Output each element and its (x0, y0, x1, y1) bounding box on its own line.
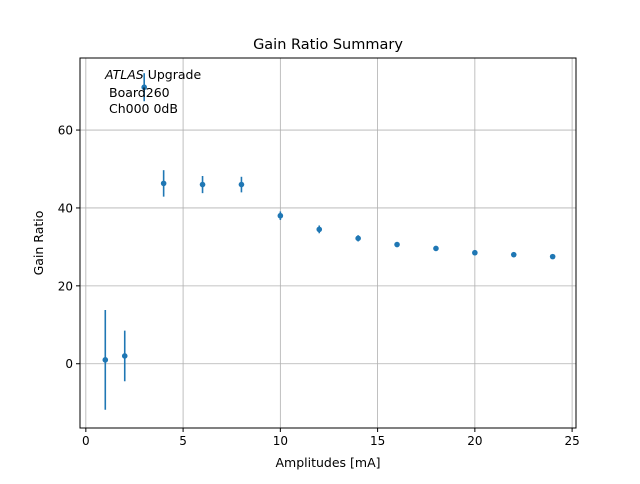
marker (199, 181, 206, 188)
marker (472, 249, 478, 256)
marker (141, 84, 147, 91)
plot-frame (79, 57, 577, 429)
data-point (238, 176, 245, 193)
marker (102, 357, 109, 363)
y-axis-label: Gain Ratio (31, 211, 46, 276)
marker (510, 251, 517, 258)
svg-text:ATLAS Upgrade: ATLAS Upgrade (104, 67, 201, 82)
data-point (316, 225, 323, 234)
x-tick-label: 0 (82, 434, 90, 448)
data-point (549, 253, 556, 260)
annotation-board: Board260 (109, 85, 170, 100)
data-point (199, 176, 206, 194)
annotation-atlas: ATLAS (104, 67, 144, 82)
marker (160, 180, 167, 187)
y-tick-label: 40 (58, 201, 73, 215)
data-point (472, 249, 478, 256)
data-point (160, 170, 167, 197)
data-point (277, 211, 284, 221)
data-points (102, 73, 556, 410)
marker (394, 241, 400, 248)
x-tick-label: 20 (467, 434, 482, 448)
x-axis-label: Amplitudes [mA] (275, 455, 380, 470)
annotation-upgrade: Upgrade (144, 67, 202, 82)
chart-title: Gain Ratio Summary (253, 37, 403, 53)
y-tick-label: 60 (58, 124, 73, 138)
marker (277, 212, 284, 219)
marker (433, 245, 439, 252)
data-point (510, 251, 517, 258)
data-point (121, 330, 128, 382)
data-point (394, 241, 400, 248)
data-point (141, 73, 147, 102)
x-tick-label: 25 (564, 434, 579, 448)
x-tick-label: 5 (179, 434, 187, 448)
marker (549, 253, 556, 260)
data-point (355, 235, 361, 242)
data-point (433, 245, 439, 252)
marker (238, 181, 245, 188)
x-tick-label: 15 (370, 434, 385, 448)
annotation: ATLAS Upgrade Board260 Ch000 0dB (104, 67, 201, 116)
ticks: 0 5 10 15 20 25 0 20 40 60 (58, 124, 580, 448)
marker (316, 226, 323, 233)
marker (355, 235, 361, 242)
y-tick-label: 0 (65, 357, 73, 371)
y-tick-label: 20 (58, 279, 73, 293)
marker (121, 353, 128, 359)
x-tick-label: 10 (273, 434, 288, 448)
grid (80, 58, 576, 428)
data-point (102, 309, 109, 410)
annotation-channel: Ch000 0dB (109, 101, 178, 116)
